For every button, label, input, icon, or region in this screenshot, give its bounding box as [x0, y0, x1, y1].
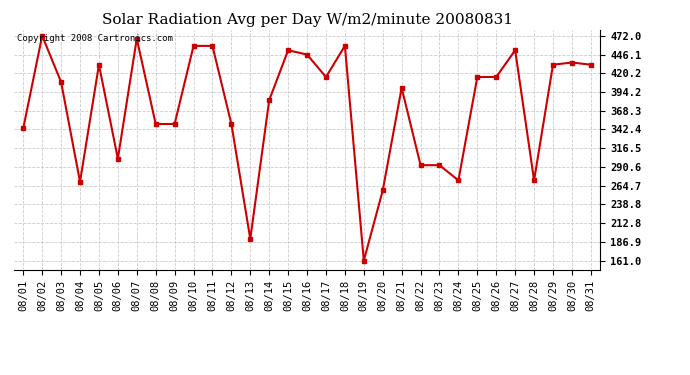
- Text: Copyright 2008 Cartronics.com: Copyright 2008 Cartronics.com: [17, 34, 172, 43]
- Title: Solar Radiation Avg per Day W/m2/minute 20080831: Solar Radiation Avg per Day W/m2/minute …: [101, 13, 513, 27]
